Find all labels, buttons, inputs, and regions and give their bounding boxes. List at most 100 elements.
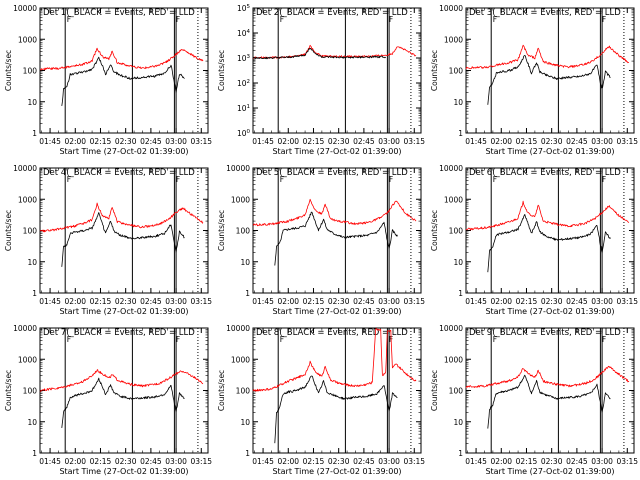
y-tick-label: 100: [23, 387, 38, 396]
y-axis-label: Counts/sec: [217, 370, 226, 411]
x-axis-label: Start Time (27-Oct-02 01:39:00): [485, 147, 614, 156]
y-tick-label: 10000: [226, 324, 250, 333]
x-tick-label: 02:45: [140, 297, 162, 306]
panel-det-1: Det 1(_BLACK = Events, RED = LLD 1 10 100 10…: [4, 4, 212, 156]
marker-flag: F: [389, 175, 393, 184]
x-tick-label: 02:30: [328, 457, 350, 466]
y-axis-label: Counts/sec: [4, 210, 13, 251]
x-tick-label: 02:45: [566, 297, 588, 306]
x-tick-label: 01:45: [465, 457, 487, 466]
x-tick-label: 02:30: [541, 297, 563, 306]
y-tick-label: 100: [236, 227, 251, 236]
y-tick-label: 1: [458, 449, 463, 458]
series-red-line: [465, 365, 630, 389]
x-axis-label: Start Time (27-Oct-02 01:39:00): [272, 467, 401, 476]
series-black-line: [487, 55, 611, 105]
marker-flag: F: [389, 15, 393, 24]
x-axis-label: Start Time (27-Oct-02 01:39:00): [59, 467, 188, 476]
y-tick-label: 10: [453, 98, 463, 107]
marker-flag: F: [280, 175, 284, 184]
panel-det-7: Det 7(_BLACK = Events, RED = LLD 1 10 100 10…: [4, 324, 212, 476]
y-tick-label: 104: [237, 29, 251, 38]
x-tick-label: 02:30: [115, 297, 137, 306]
y-axis-label: Counts/sec: [4, 370, 13, 411]
y-tick-label: 1000: [18, 195, 37, 204]
y-tick-label: 10000: [439, 164, 463, 173]
x-tick-label: 03:15: [403, 297, 425, 306]
series-black-line: [487, 374, 611, 429]
panel-title: Det 6(_BLACK = Events, RED = LLD: [469, 168, 621, 178]
x-tick-label: 02:15: [90, 457, 112, 466]
x-tick-label: 02:15: [516, 457, 538, 466]
x-tick-label: 02:45: [566, 137, 588, 146]
x-tick-label: 02:00: [64, 137, 86, 146]
y-tick-label: 1: [32, 129, 37, 138]
marker-flag: F: [280, 15, 284, 24]
x-tick-label: 01:45: [465, 137, 487, 146]
y-axis-label: Counts/sec: [217, 210, 226, 251]
x-tick-label: 03:00: [165, 297, 187, 306]
series-black-line: [61, 377, 185, 428]
panel-det-3: Det 3(_BLACK = Events, RED = LLD 1 10 100 10…: [430, 4, 638, 156]
y-tick-label: 1000: [18, 355, 37, 364]
y-tick-label: 1: [458, 129, 463, 138]
y-tick-label: 10000: [439, 324, 463, 333]
y-tick-label: 1: [245, 449, 250, 458]
y-tick-label: 1: [32, 289, 37, 298]
y-tick-label: 100: [23, 227, 38, 236]
x-tick-label: 03:15: [616, 137, 638, 146]
marker-flag: F: [493, 15, 497, 24]
x-tick-label: 02:00: [277, 137, 299, 146]
panel-det-6: Det 6(_BLACK = Events, RED = LLD 1 10 100 10…: [430, 164, 638, 316]
y-tick-label: 10: [27, 258, 37, 267]
x-tick-label: 02:30: [328, 137, 350, 146]
plot-frame: [252, 7, 422, 134]
y-tick-label: 100: [449, 67, 464, 76]
marker-flag: F: [176, 175, 180, 184]
x-tick-label: 02:45: [566, 457, 588, 466]
x-axis-label: Start Time (27-Oct-02 01:39:00): [272, 147, 401, 156]
x-tick-label: 02:45: [140, 457, 162, 466]
y-tick-label: 10000: [13, 164, 37, 173]
y-axis-label: Counts/sec: [430, 210, 439, 251]
y-axis-label: Counts/sec: [430, 50, 439, 91]
series-black-line: [274, 375, 398, 444]
x-tick-label: 02:30: [115, 457, 137, 466]
x-tick-label: 03:00: [591, 137, 613, 146]
series-red-line: [252, 198, 417, 227]
x-tick-label: 02:45: [353, 457, 375, 466]
x-axis-label: Start Time (27-Oct-02 01:39:00): [485, 467, 614, 476]
panel-title: Det 9(_BLACK = Events, RED = LLD: [469, 328, 621, 338]
panel-title: Det 5(_BLACK = Events, RED = LLD: [256, 168, 408, 178]
x-tick-label: 03:00: [165, 137, 187, 146]
y-tick-label: 100: [236, 387, 251, 396]
y-tick-label: 100: [449, 227, 464, 236]
x-tick-label: 02:30: [541, 457, 563, 466]
x-tick-label: 01:45: [252, 297, 274, 306]
x-tick-label: 02:15: [516, 137, 538, 146]
x-tick-label: 02:45: [353, 137, 375, 146]
y-tick-label: 10: [240, 258, 250, 267]
panel-title: Det 7(_BLACK = Events, RED = LLD: [43, 328, 195, 338]
x-tick-label: 03:15: [403, 457, 425, 466]
x-tick-label: 02:00: [490, 297, 512, 306]
panel-title: Det 4(_BLACK = Events, RED = LLD: [43, 168, 195, 178]
x-axis-label: Start Time (27-Oct-02 01:39:00): [485, 307, 614, 316]
x-tick-label: 03:00: [378, 137, 400, 146]
panel-det-8: Det 8(_BLACK = Events, RED = LLD 1 10 100 10…: [217, 324, 425, 476]
x-tick-label: 03:15: [190, 297, 212, 306]
y-tick-label: 10000: [226, 164, 250, 173]
panel-det-2: Det 2(_BLACK = Events, RED = LLD 100 101 10…: [217, 4, 425, 156]
x-tick-label: 03:15: [616, 297, 638, 306]
marker-flag: F: [280, 335, 284, 344]
x-tick-label: 02:45: [353, 297, 375, 306]
series-red-line: [39, 369, 204, 392]
x-tick-label: 02:00: [277, 457, 299, 466]
x-tick-label: 02:00: [277, 297, 299, 306]
panel-det-4: Det 4(_BLACK = Events, RED = LLD 1 10 100 10…: [4, 164, 212, 316]
y-tick-label: 10: [453, 418, 463, 427]
panel-title: Det 3(_BLACK = Events, RED = LLD: [469, 8, 621, 18]
series-red-line: [465, 44, 629, 70]
x-tick-label: 03:00: [591, 457, 613, 466]
marker-flag: F: [602, 175, 606, 184]
